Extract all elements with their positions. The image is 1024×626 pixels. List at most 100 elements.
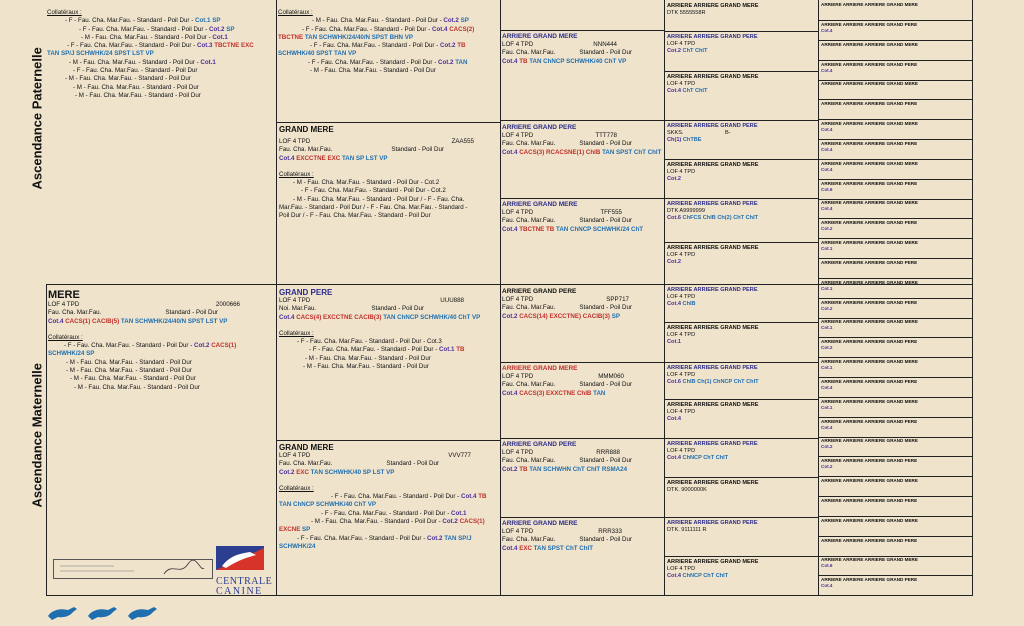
gm-maternal-title: GRAND MERE: [279, 443, 334, 452]
aaagp-cell: ARRIERE ARRIERE ARRIERE GRAND PERE Cot.2: [821, 339, 971, 351]
aagp-card: ARRIERE ARRIERE GRAND MERE LOF 4 TPD Cot.…: [667, 325, 817, 346]
gm-maternal-lof: LOF 4 TPD: [279, 452, 311, 459]
collateral-segment: - M - Fau. Cha. Mar.Fau. - Standard - Po…: [66, 358, 192, 366]
row-line: [818, 199, 972, 200]
logo-line1: Centrale: [216, 576, 273, 587]
collateral-segment: SP: [226, 25, 235, 33]
row-line: [818, 575, 972, 576]
aagp-title: ARRIERE ARRIERE GRAND MERE: [667, 162, 759, 168]
agp-cot: Cot.4: [502, 225, 518, 233]
collateral-segment: TAN: [455, 58, 468, 66]
row-line: [818, 417, 972, 418]
aaagp-cell: ARRIERE ARRIERE ARRIERE GRAND MERE Cot.4: [821, 121, 971, 133]
aaagp-cell: ARRIERE ARRIERE ARRIERE GRAND PERE Cot.4: [821, 22, 971, 34]
gm-maternal-titles-blue: TAN SCHWHK/40 SP LST VP: [310, 468, 395, 476]
aagp-l2: [695, 41, 735, 47]
aagp-extra: ChIB: [682, 301, 696, 307]
aagp-l1: LOF 4 TPD: [667, 169, 696, 175]
aagp-extra: ChFCS ChIB Ch(2) ChT ChIT: [682, 215, 759, 221]
aagp-extra: ChNCP ChT ChIT: [682, 455, 729, 461]
collateral-line: - M - Fau. Cha. Mar.Fau. - Standard - Po…: [279, 363, 499, 371]
aagp-cot: Cot.6: [667, 379, 681, 385]
aagp-card: ARRIERE ARRIERE GRAND PERE LOF 4 TPD Cot.…: [667, 287, 817, 308]
gm-paternal-std: Standard - Poil Dur: [391, 146, 444, 154]
collateral-segment: SCHWHK/24 SP: [48, 350, 95, 358]
paternal-ascendance-label: Ascendance Paternelle: [29, 47, 45, 190]
agp-blue: TAN SPST ChT ChIT: [602, 148, 662, 156]
collateral-segment: Cot.2: [193, 342, 212, 350]
col-line-1: [276, 0, 277, 595]
row-line: [818, 40, 972, 41]
collateral-segment: CACS(1): [211, 342, 237, 350]
row-line: [818, 258, 972, 259]
agp-lof: LOF 4 TPD: [502, 449, 534, 456]
gp-maternal-std: Standard - Poil Dur: [371, 305, 424, 313]
collateral-segment: - M - Fau. Cha. Mar.Fau. - Standard - Po…: [69, 58, 201, 66]
aaagp-cell: ARRIERE ARRIERE ARRIERE GRAND MERE Cot.4: [821, 200, 971, 212]
aagp-cot: Cot.6: [667, 215, 681, 221]
gm-paternal-collat-2: - M - Fau. Cha. Mar.Fau. - Standard - Po…: [293, 195, 465, 203]
aagp-title: ARRIERE ARRIERE GRAND MERE: [667, 402, 759, 408]
aagp-card: ARRIERE ARRIERE GRAND PERE DTK A9999999 C…: [667, 201, 817, 222]
mother-std: Standard - Poil Dur: [165, 309, 218, 317]
agp-cot: Cot.4: [502, 148, 518, 156]
row-line: [818, 595, 972, 596]
agp-cot: Cot.2: [502, 312, 518, 320]
collateral-segment: - F - Fau. Cha. Mar.Fau. - Standard - Po…: [64, 342, 194, 350]
collateral-segment: Cot.2: [426, 534, 445, 542]
collateral-segment: - F - Fau. Cha. Mar.Fau. - Standard - Po…: [310, 42, 440, 50]
row-line: [818, 496, 972, 497]
row-line: [664, 198, 818, 199]
col-line-5: [972, 0, 973, 595]
collateral-segment: TB: [457, 42, 466, 50]
agp-std: Standard - Poil Dur: [579, 49, 632, 57]
aagp-card: ARRIERE ARRIERE GRAND MERE LOF 4 TPD Cot.…: [667, 74, 817, 95]
aaagp-cell: ARRIERE ARRIERE ARRIERE GRAND PERE Cot.2: [821, 458, 971, 470]
collateral-segment: Cot.2: [442, 518, 460, 526]
aagp-title: ARRIERE ARRIERE GRAND PERE: [667, 441, 758, 447]
aaagp-cot: Cot.2: [821, 444, 833, 449]
aagp-l2: [695, 409, 735, 415]
row-line: [818, 80, 972, 81]
collateral-line: - M - Fau. Cha. Mar.Fau. - Standard - Po…: [47, 34, 277, 42]
aaagp-cot: Cot.6: [821, 187, 833, 192]
collateral-segment: - F - Fau. Cha. Mar.Fau. - Standard - Po…: [321, 509, 451, 517]
gm-paternal-cot: Cot.4: [279, 154, 295, 162]
aaagp-cot: Cot.1: [821, 286, 833, 291]
agp-title: ARRIERE GRAND MERE: [502, 33, 578, 40]
collateral-line: - F - Fau. Cha. Mar.Fau. - Standard - Po…: [279, 338, 499, 346]
collateral-segment: - M - Fau. Cha. Mar.Fau. - Standard - Po…: [81, 33, 213, 41]
aagp-title: ARRIERE ARRIERE GRAND MERE: [667, 325, 759, 331]
aagp-l1: DTK. 9111111 R: [667, 527, 707, 533]
collateral-segment: Cot.2: [437, 58, 456, 66]
row-line: [664, 120, 818, 121]
aaagp-cell: ARRIERE ARRIERE ARRIERE GRAND MERE Cot.1: [821, 240, 971, 252]
row-line: [664, 399, 818, 400]
gp-maternal-id: UUU888: [440, 297, 464, 304]
aaagp-cot: Cot.4: [821, 583, 833, 588]
collateral-line: - F - Fau. Cha. Mar.Fau. - Standard - Po…: [278, 42, 500, 50]
agp-card-3: ARRIERE GRAND PERE LOF 4 TPD SPP717 Fau. …: [502, 288, 662, 321]
mother-cot: Cot.4: [48, 317, 64, 325]
row-line: [500, 120, 664, 121]
row-line: [818, 397, 972, 398]
agp-id: SPP717: [606, 296, 629, 303]
collateral-segment: - F - Fau. Cha. Mar.Fau. - Standard - Po…: [79, 25, 209, 33]
collateral-segment: Cot.4: [431, 25, 450, 33]
collateral-segment: - M - Fau. Cha. Mar.Fau. - Standard - Po…: [74, 383, 200, 391]
aagp-l1: LOF 4 TPD: [667, 332, 696, 338]
row-line: [818, 318, 972, 319]
gm-paternal-collat-4: Poil Dur / - F - Fau. Cha. Mar.Fau. - St…: [279, 212, 431, 220]
aagp-title: ARRIERE ARRIERE GRAND MERE: [667, 245, 759, 251]
agp-desc: Fau. Cha. Mar.Fau.: [502, 304, 556, 312]
agp-std: Standard - Poil Dur: [579, 304, 632, 312]
agp-id: MMM060: [598, 373, 624, 380]
row-line: [818, 20, 972, 21]
agp-red: CACS(3) EXXCTNE ChIB: [519, 389, 592, 397]
collateral-segment: - M - Fau. Cha. Mar.Fau. - Standard - Po…: [73, 83, 199, 91]
collateral-line: - M - Fau. Cha. Mar.Fau. - Standard - Po…: [47, 84, 277, 92]
agp-red: EXC: [519, 544, 532, 552]
collateral-line: SCHWHK/40 SPST TAN VP: [278, 50, 500, 58]
agp-card-1: ARRIERE GRAND PERE LOF 4 TPD TTT778 Fau. …: [502, 124, 662, 157]
collateral-segment: SP: [302, 526, 311, 534]
